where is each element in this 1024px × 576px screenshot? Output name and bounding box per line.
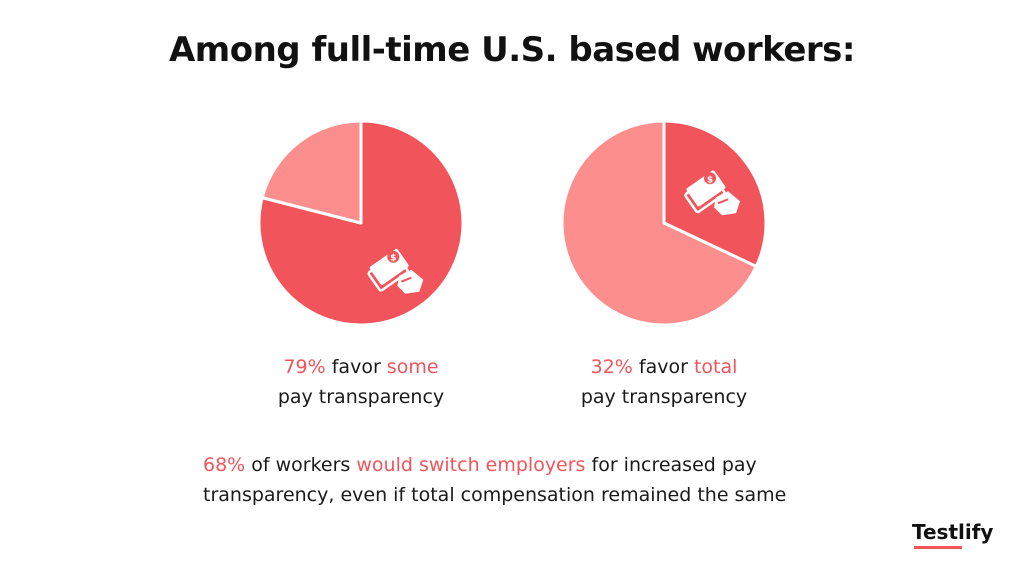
chart-title: Among full-time U.S. based workers: bbox=[168, 30, 856, 70]
caption-keyword: total bbox=[693, 356, 738, 378]
caption-text: favor bbox=[325, 356, 387, 378]
note-percent: 68% bbox=[203, 454, 246, 476]
logo-underline bbox=[914, 546, 962, 549]
caption-total-transparency: 32% favor total pay transparency bbox=[514, 352, 814, 412]
money-hand-icon: $ bbox=[367, 248, 424, 294]
note-highlight: would switch employers bbox=[356, 454, 586, 476]
pie-slice-other bbox=[260, 119, 363, 225]
pie-chart-some-transparency: $ bbox=[257, 119, 465, 327]
caption-keyword: some bbox=[386, 356, 439, 378]
svg-text:$: $ bbox=[390, 254, 396, 264]
note-text-2: for increased pay transparency, even if … bbox=[203, 454, 787, 506]
caption-percent: 32% bbox=[590, 356, 633, 378]
caption-line2: pay transparency bbox=[580, 386, 748, 408]
pie-slice-other bbox=[560, 119, 758, 327]
caption-line2: pay transparency bbox=[277, 386, 445, 408]
caption-percent: 79% bbox=[283, 356, 326, 378]
caption-some-transparency: 79% favor some pay transparency bbox=[211, 352, 511, 412]
pie-chart-total-transparency: $ bbox=[560, 119, 768, 327]
switch-employers-note: 68% of workers would switch employers fo… bbox=[203, 450, 843, 510]
note-text-1: of workers bbox=[245, 454, 357, 476]
money-hand-icon: $ bbox=[684, 170, 740, 216]
caption-text: favor bbox=[632, 356, 694, 378]
svg-text:$: $ bbox=[707, 175, 713, 185]
testlify-logo: Testlify bbox=[912, 520, 994, 544]
